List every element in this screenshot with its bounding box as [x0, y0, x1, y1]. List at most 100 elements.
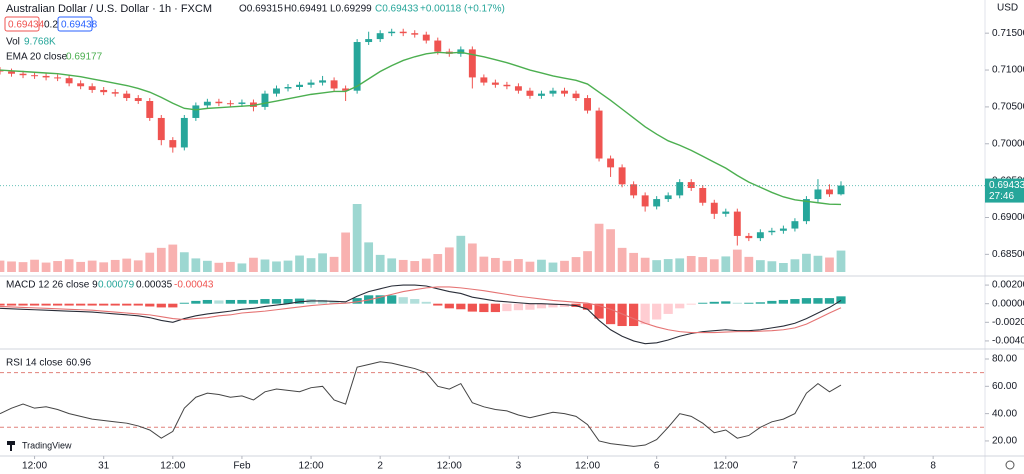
- macd-histogram-bar: [52, 303, 63, 306]
- macd-histogram-bar: [283, 299, 293, 304]
- candle-body: [65, 78, 73, 84]
- volume-bar: [663, 259, 673, 272]
- rsi-line: [0, 361, 842, 447]
- macd-histogram-bar: [375, 295, 385, 304]
- macd-histogram-bar: [225, 299, 236, 304]
- macd-histogram-bar: [122, 303, 132, 306]
- volume-bar: [767, 261, 777, 272]
- volume-bar: [352, 204, 362, 272]
- ask-box[interactable]: [57, 16, 93, 32]
- volume-bar: [709, 259, 719, 272]
- candle-body: [100, 89, 108, 93]
- macd-histogram-bar: [456, 303, 466, 310]
- candle-body: [664, 195, 672, 200]
- candle-body: [353, 42, 361, 91]
- candle-body: [630, 184, 638, 196]
- candle-body: [687, 182, 695, 189]
- macd-histogram-bar: [202, 299, 212, 304]
- volume-bar: [560, 260, 569, 272]
- candle-body: [468, 49, 476, 78]
- volume-bar: [364, 242, 374, 272]
- macd-histogram-bar: [444, 303, 454, 309]
- candle-body: [768, 230, 776, 233]
- macd-histogram-bar: [467, 303, 477, 312]
- volume-bar: [686, 255, 696, 272]
- macd-signal-value: -0.00043: [174, 280, 214, 291]
- bid-box[interactable]: [4, 16, 40, 32]
- macd-histogram-bar: [156, 303, 166, 308]
- volume-bar: [375, 254, 385, 272]
- signal-line: [0, 286, 842, 334]
- bid[interactable]: 0.69434: [8, 20, 45, 31]
- settings-icon[interactable]: [1005, 460, 1015, 470]
- macd-histogram-bar: [813, 298, 823, 304]
- last-price-tag: [985, 178, 1024, 203]
- macd-histogram-bar: [709, 301, 719, 304]
- symbol-title: Australian Dollar / U.S. Dollar · 1h · F…: [6, 3, 212, 15]
- volume-bar: [133, 260, 143, 272]
- candle-body: [330, 80, 338, 89]
- macd-histogram-bar: [421, 301, 431, 304]
- candle-body: [814, 189, 822, 200]
- candle-body: [342, 88, 350, 91]
- candle-body: [215, 101, 223, 104]
- macd-histogram-bar: [76, 303, 86, 306]
- macd-histogram-bar: [329, 301, 339, 304]
- volume-bar: [283, 260, 293, 272]
- y-tick-label: 0.00000: [992, 298, 1024, 309]
- candle-body: [802, 199, 810, 222]
- volume-bar: [64, 259, 74, 272]
- x-tick-label: 12:00: [22, 461, 47, 472]
- macd-histogram-bar: [490, 303, 500, 313]
- volume-bar: [629, 252, 639, 272]
- volume-bar: [260, 259, 270, 272]
- y-tick-label: 40.00: [992, 408, 1017, 419]
- x-tick-label: 2: [377, 461, 383, 472]
- volume-bar: [444, 247, 454, 272]
- volume-bar: [594, 223, 604, 272]
- macd-histogram-bar: [110, 303, 120, 306]
- volume-bar: [214, 262, 224, 272]
- macd-histogram-bar: [640, 303, 650, 325]
- macd-histogram-bar: [778, 299, 788, 304]
- volume-bar: [514, 259, 523, 272]
- candle-body: [284, 86, 292, 89]
- x-tick-label: 31: [98, 461, 110, 472]
- vol-value: 9.768K: [24, 37, 56, 48]
- candle-body: [31, 75, 39, 77]
- candle-body: [376, 33, 384, 40]
- macd-histogram-bar: [744, 302, 754, 304]
- macd-histogram-bar: [721, 301, 731, 304]
- macd-histogram-bar: [398, 297, 408, 304]
- candle-body: [180, 117, 188, 148]
- candle-body: [399, 31, 407, 34]
- volume-bar: [456, 235, 466, 272]
- y-tick-label: 60.00: [992, 381, 1017, 392]
- volume-bar: [790, 259, 800, 272]
- macd-histogram-bar: [548, 303, 558, 308]
- volume-bar: [617, 247, 627, 272]
- candle-body: [526, 90, 534, 96]
- macd-histogram-bar: [605, 303, 616, 325]
- ask[interactable]: 0.69438: [61, 20, 98, 31]
- volume-bar: [122, 258, 132, 272]
- macd-histogram-bar: [352, 298, 362, 304]
- candle-body: [123, 93, 131, 99]
- ema-label: EMA 20 close: [6, 52, 68, 63]
- macd-histogram-bar: [41, 303, 51, 306]
- macd-histogram-bar: [513, 303, 524, 311]
- x-tick-label: 8: [930, 461, 936, 472]
- volume-bar: [675, 258, 685, 272]
- x-tick-label: 12:00: [437, 461, 462, 472]
- candle-body: [538, 93, 545, 96]
- macd-histogram-bar: [237, 299, 247, 304]
- candle-body: [756, 232, 764, 239]
- volume-bar: [341, 232, 350, 272]
- macd-histogram-bar: [732, 302, 742, 304]
- candle-body: [791, 221, 799, 229]
- macd-histogram-bar: [99, 303, 109, 306]
